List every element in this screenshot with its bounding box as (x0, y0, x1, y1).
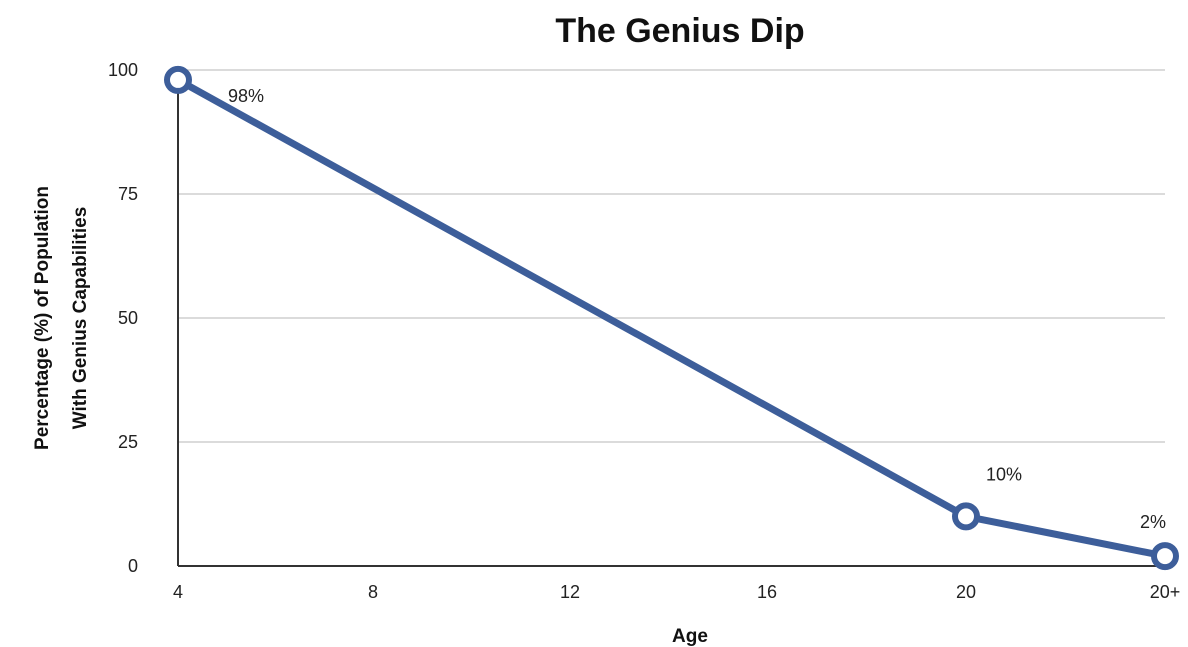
data-point-marker (164, 65, 192, 94)
data-label: 10% (986, 464, 1022, 484)
data-labels: 98% 10% 2% (228, 86, 1166, 532)
y-axis-label-line-1: Percentage (%) of Population (32, 186, 53, 450)
data-point-marker (1151, 542, 1179, 571)
x-tick-label: 20 (956, 582, 976, 602)
x-tick-label: 20+ (1150, 582, 1181, 602)
y-tick-label: 75 (118, 184, 138, 204)
grid-lines (178, 69, 1165, 443)
x-tick-label: 16 (757, 582, 777, 602)
y-axis-label-line-2: With Genius Capabilities (70, 207, 91, 430)
data-markers (164, 65, 1179, 571)
data-label: 2% (1140, 512, 1166, 532)
axes (177, 70, 1165, 567)
chart-title: The Genius Dip (555, 12, 804, 50)
y-tick-label: 50 (118, 308, 138, 328)
x-tick-label: 12 (560, 582, 580, 602)
y-tick-label: 25 (118, 432, 138, 452)
x-tick-labels: 4 8 12 16 20 20+ (173, 582, 1180, 602)
data-point-marker (952, 502, 980, 531)
x-tick-label: 4 (173, 582, 183, 602)
y-tick-label: 0 (128, 556, 138, 576)
x-axis-label: Age (672, 626, 708, 647)
x-tick-label: 8 (368, 582, 378, 602)
y-tick-label: 100 (108, 60, 138, 80)
y-axis-label: Percentage (%) of Population With Genius… (32, 186, 91, 450)
data-label: 98% (228, 86, 264, 106)
y-tick-labels: 0 25 50 75 100 (108, 60, 138, 576)
